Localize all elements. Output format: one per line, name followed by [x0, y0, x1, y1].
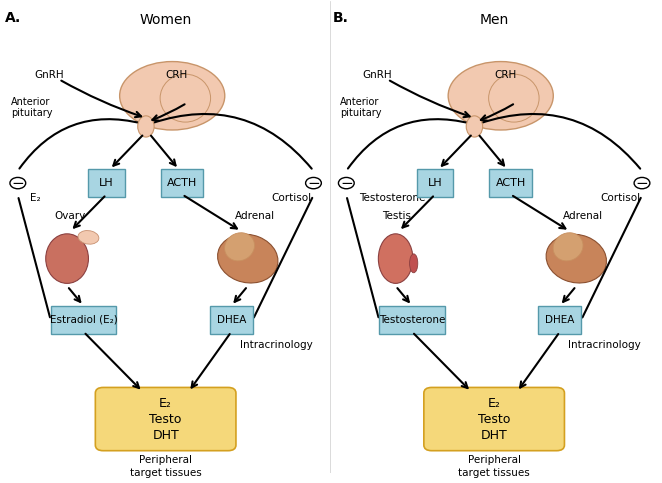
Text: LH: LH: [428, 178, 442, 188]
Text: Anterior
pituitary: Anterior pituitary: [11, 97, 53, 118]
FancyArrowPatch shape: [152, 104, 185, 121]
Text: E₂: E₂: [30, 194, 41, 203]
Text: Adrenal: Adrenal: [563, 211, 603, 221]
Ellipse shape: [448, 61, 553, 130]
FancyArrowPatch shape: [402, 197, 433, 227]
Circle shape: [10, 177, 26, 189]
FancyArrowPatch shape: [69, 288, 80, 302]
FancyArrowPatch shape: [74, 197, 105, 227]
Ellipse shape: [160, 74, 211, 122]
FancyArrowPatch shape: [234, 288, 246, 302]
Ellipse shape: [553, 233, 583, 261]
Text: Peripheral
target tissues: Peripheral target tissues: [130, 455, 201, 478]
Ellipse shape: [218, 234, 278, 283]
Text: B.: B.: [333, 11, 349, 25]
Text: DHEA: DHEA: [545, 315, 575, 325]
Ellipse shape: [466, 116, 483, 137]
Text: LH: LH: [99, 178, 114, 188]
FancyBboxPatch shape: [538, 306, 581, 334]
Text: CRH: CRH: [494, 70, 516, 80]
Text: DHT: DHT: [481, 428, 508, 441]
FancyBboxPatch shape: [161, 170, 203, 197]
Text: Intracrinology: Intracrinology: [568, 340, 641, 350]
Text: Ovary: Ovary: [54, 211, 85, 221]
Text: Adrenal: Adrenal: [234, 211, 275, 221]
Ellipse shape: [489, 74, 539, 122]
FancyBboxPatch shape: [424, 387, 565, 451]
Text: Cortisol: Cortisol: [271, 194, 312, 203]
Text: A.: A.: [5, 11, 21, 25]
FancyArrowPatch shape: [481, 104, 513, 121]
Text: ACTH: ACTH: [167, 178, 197, 188]
Text: Men: Men: [479, 13, 509, 27]
Text: DHEA: DHEA: [216, 315, 246, 325]
Text: DHT: DHT: [152, 428, 179, 441]
FancyArrowPatch shape: [85, 334, 139, 388]
Text: −: −: [11, 176, 24, 191]
FancyArrowPatch shape: [414, 334, 467, 388]
FancyBboxPatch shape: [210, 306, 253, 334]
Ellipse shape: [410, 254, 418, 273]
FancyBboxPatch shape: [489, 170, 532, 197]
FancyArrowPatch shape: [151, 136, 175, 166]
Text: Testo: Testo: [150, 412, 182, 426]
Ellipse shape: [138, 116, 154, 137]
Text: GnRH: GnRH: [34, 70, 64, 80]
Ellipse shape: [224, 233, 254, 261]
FancyArrowPatch shape: [185, 196, 237, 228]
FancyArrowPatch shape: [113, 136, 142, 166]
Ellipse shape: [546, 234, 606, 283]
FancyBboxPatch shape: [89, 170, 124, 197]
FancyArrowPatch shape: [390, 81, 469, 117]
FancyArrowPatch shape: [62, 81, 141, 117]
Ellipse shape: [379, 234, 413, 284]
Text: CRH: CRH: [166, 70, 188, 80]
Text: Testosterone: Testosterone: [359, 194, 425, 203]
FancyArrowPatch shape: [442, 136, 471, 166]
FancyArrowPatch shape: [479, 136, 504, 166]
Text: Peripheral
target tissues: Peripheral target tissues: [458, 455, 530, 478]
Text: Women: Women: [140, 13, 192, 27]
FancyBboxPatch shape: [95, 387, 236, 451]
Text: E₂: E₂: [488, 397, 500, 410]
Text: −: −: [636, 176, 648, 191]
Text: Testo: Testo: [478, 412, 510, 426]
Text: Intracrinology: Intracrinology: [240, 340, 312, 350]
Ellipse shape: [46, 234, 89, 284]
Ellipse shape: [78, 230, 99, 244]
Text: GnRH: GnRH: [363, 70, 393, 80]
Text: Cortisol: Cortisol: [600, 194, 640, 203]
Text: Testis: Testis: [383, 211, 412, 221]
FancyBboxPatch shape: [379, 306, 445, 334]
FancyArrowPatch shape: [563, 288, 575, 302]
Circle shape: [338, 177, 354, 189]
Text: Estradiol (E₂): Estradiol (E₂): [50, 315, 117, 325]
Text: E₂: E₂: [159, 397, 172, 410]
Text: −: −: [307, 176, 320, 191]
FancyBboxPatch shape: [417, 170, 453, 197]
Circle shape: [306, 177, 321, 189]
FancyArrowPatch shape: [397, 288, 408, 302]
Circle shape: [634, 177, 650, 189]
Text: −: −: [340, 176, 353, 191]
Text: Testosterone: Testosterone: [379, 315, 446, 325]
FancyArrowPatch shape: [191, 334, 230, 387]
Ellipse shape: [120, 61, 225, 130]
Text: ACTH: ACTH: [495, 178, 526, 188]
FancyBboxPatch shape: [51, 306, 117, 334]
Text: Anterior
pituitary: Anterior pituitary: [340, 97, 381, 118]
FancyArrowPatch shape: [513, 196, 565, 228]
FancyArrowPatch shape: [520, 334, 558, 387]
